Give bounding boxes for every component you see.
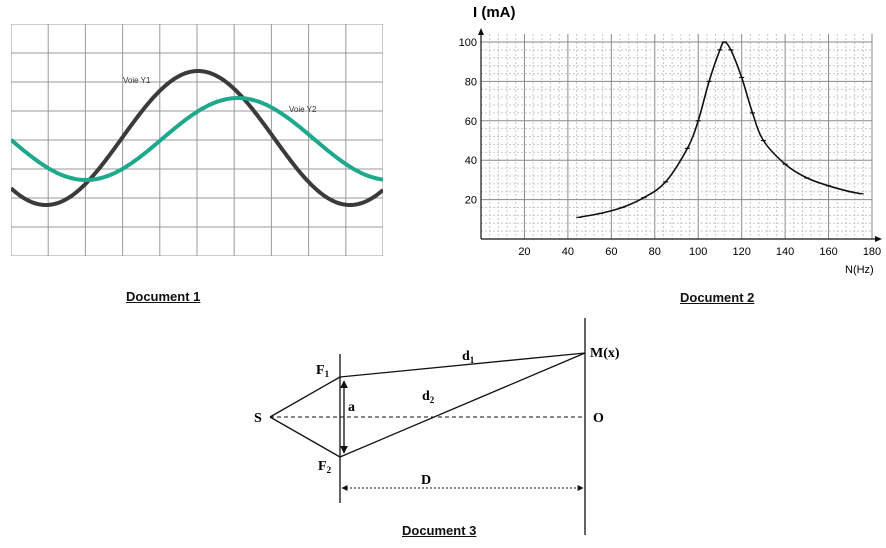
y-axis-label: I (mA) xyxy=(473,4,516,21)
chart-axes xyxy=(478,28,882,242)
y-tick-label: 60 xyxy=(465,116,477,128)
oscilloscope-screen: Voie Y1 Voie Y2 xyxy=(11,24,383,256)
x-tick-label: 60 xyxy=(605,246,617,258)
data-points xyxy=(576,41,864,218)
x-tick-label: 180 xyxy=(863,246,881,258)
document-2-caption: Document 2 xyxy=(680,290,755,305)
label-o: O xyxy=(593,411,604,426)
x-tick-label: 120 xyxy=(732,246,750,258)
y-tick-label: 40 xyxy=(465,155,477,167)
label-m: M(x) xyxy=(590,346,620,361)
label-f1: F1 xyxy=(316,363,330,379)
ray-s-f2 xyxy=(269,416,341,458)
voie-y2-curve xyxy=(11,96,383,182)
label-d2: d2 xyxy=(422,389,435,405)
x-axis-arrow xyxy=(875,236,882,242)
resonance-curve xyxy=(578,41,862,219)
ray-s-f1 xyxy=(269,376,341,418)
resonance-chart: 20 40 60 80 100 20 40 60 80 100 120 140 160 180 I (m… xyxy=(459,4,882,276)
label-s: S xyxy=(254,411,262,426)
y-tick-label: 20 xyxy=(465,195,477,207)
y-axis-arrow xyxy=(478,28,484,35)
chart-grid xyxy=(481,34,873,239)
y-tick-label: 80 xyxy=(465,76,477,88)
label-a: a xyxy=(348,400,355,415)
x-tick-label: 40 xyxy=(562,246,574,258)
x-tick-label: 80 xyxy=(649,246,661,258)
voie-y1-curve xyxy=(11,69,383,207)
x-tick-label: 100 xyxy=(689,246,707,258)
y-tick-labels: 20 40 60 80 100 xyxy=(459,37,477,207)
label-f2: F2 xyxy=(318,459,332,475)
x-axis-label: N(Hz) xyxy=(845,264,874,276)
x-tick-label: 140 xyxy=(776,246,794,258)
x-tick-label: 20 xyxy=(518,246,530,258)
y-tick-label: 100 xyxy=(459,37,477,49)
label-d1: d1 xyxy=(462,349,475,365)
ray-d2 xyxy=(339,352,586,458)
oscilloscope-grid xyxy=(11,24,383,256)
ray-d1 xyxy=(339,352,586,378)
young-slits-diagram: S F1 F2 a d1 d2 M(x) O D xyxy=(254,318,620,535)
x-tick-label: 160 xyxy=(819,246,837,258)
document-3-caption: Document 3 xyxy=(402,523,477,538)
voie-y1-label: Voie Y1 xyxy=(123,76,151,85)
document-1-caption: Document 1 xyxy=(126,289,201,304)
label-d: D xyxy=(421,473,431,488)
voie-y2-label: Voie Y2 xyxy=(289,105,317,114)
x-tick-labels: 20 40 60 80 100 120 140 160 180 xyxy=(518,246,881,258)
